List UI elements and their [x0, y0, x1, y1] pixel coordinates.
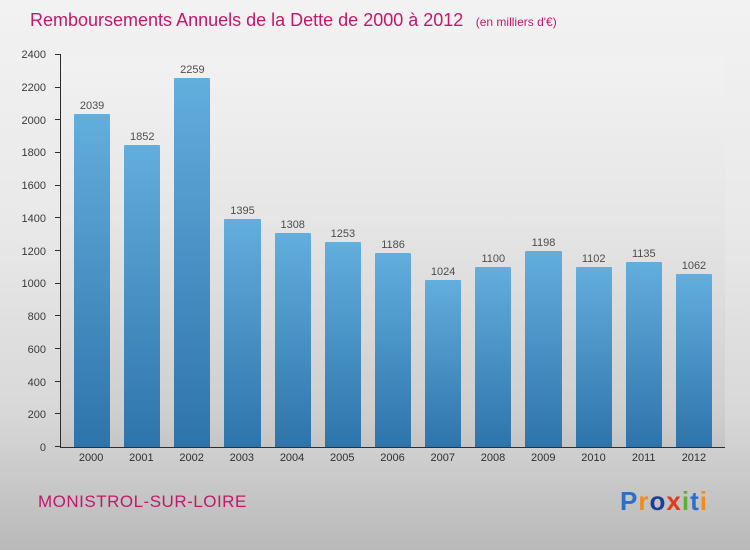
chart-header: Remboursements Annuels de la Dette de 20…	[30, 10, 557, 31]
y-tick-mark	[55, 380, 61, 382]
bar	[425, 279, 462, 447]
logo-letter: x	[666, 486, 682, 516]
bars: 2039 1852 2259 1395 1308 1253 1186 1024 1100 1198…	[61, 55, 725, 447]
y-tick-label: 1600	[21, 180, 46, 193]
bar-value-label: 1102	[581, 253, 606, 266]
logo-letter: P	[620, 486, 639, 516]
bar	[525, 251, 562, 447]
bar-group: 1024	[418, 55, 468, 447]
y-tick-label: 400	[27, 376, 46, 389]
bar-value-label: 1852	[129, 130, 155, 143]
y-tick-mark	[55, 315, 61, 317]
logo-letter: t	[690, 486, 700, 516]
bar	[625, 261, 662, 447]
y-tick-mark	[55, 119, 61, 121]
y-tick-mark	[55, 348, 61, 349]
bar	[675, 273, 712, 447]
y-tick-mark	[55, 250, 61, 251]
y-tick-label: 2000	[21, 114, 46, 127]
bar-value-label: 1135	[631, 247, 656, 260]
x-tick-label: 2003	[229, 452, 255, 464]
bar	[174, 78, 211, 447]
plot-area: 2039 1852 2259 1395 1308 1253 1186 1024 1100 1198…	[55, 54, 725, 448]
x-tick-label: 2007	[430, 452, 455, 464]
bar-value-label: 2039	[79, 99, 105, 112]
y-tick-label: 800	[27, 311, 46, 324]
bar-value-label: 1308	[280, 219, 305, 232]
y-tick-label: 1000	[21, 278, 46, 291]
logo-letter: r	[638, 486, 650, 516]
bar-group: 2259	[167, 55, 217, 447]
x-tick-label: 2010	[581, 452, 606, 464]
x-axis: 2000 2001 2002 2003 2004 2005 2006 2007 2008 2009…	[60, 452, 725, 468]
bar-group: 1135	[619, 55, 669, 447]
bar-value-label: 2259	[180, 64, 205, 77]
y-tick-mark	[55, 413, 61, 415]
y-tick-mark	[55, 152, 61, 153]
bar	[74, 113, 111, 447]
y-axis: 0 200 400 600 800 1000 1200 1400 1600 1800 2000 220…	[0, 49, 54, 454]
bar	[324, 242, 361, 447]
bar-group: 1198	[518, 55, 568, 447]
proxiti-logo: Proxiti	[620, 486, 708, 517]
bar	[274, 233, 311, 447]
y-tick-label: 1800	[21, 147, 46, 160]
chart-title: Remboursements Annuels de la Dette de 20…	[30, 10, 464, 30]
logo-letter: o	[649, 486, 667, 516]
bar-group: 2039	[67, 55, 117, 447]
bar-value-label: 1186	[381, 239, 405, 252]
y-tick-mark	[55, 184, 61, 186]
y-tick-label: 200	[27, 409, 46, 422]
bar-value-label: 1395	[230, 205, 255, 218]
y-tick-mark	[55, 86, 61, 88]
bar-group: 1308	[268, 55, 318, 447]
logo-letter: i	[699, 486, 708, 516]
bar-value-label: 1253	[330, 228, 356, 241]
bar-value-label: 1062	[681, 259, 707, 272]
bar	[374, 253, 412, 447]
y-tick-mark	[55, 446, 61, 447]
bar-group: 1395	[217, 55, 267, 447]
logo-letter: i	[681, 486, 691, 516]
bar	[124, 144, 161, 447]
location-label: MONISTROL-SUR-LOIRE	[38, 492, 247, 511]
x-tick-label: 2008	[480, 452, 506, 464]
bar	[575, 267, 612, 447]
bar-value-label: 1024	[430, 265, 456, 278]
x-tick-label: 2000	[78, 452, 104, 464]
chart-subtitle: (en milliers d'€)	[475, 15, 557, 29]
y-tick-label: 0	[39, 442, 46, 454]
x-tick-label: 2011	[631, 452, 656, 464]
y-tick-mark	[55, 282, 61, 284]
x-tick-label: 2001	[129, 452, 154, 464]
bar-group: 1100	[468, 55, 518, 447]
y-tick-label: 2400	[21, 49, 46, 61]
x-tick-label: 2002	[179, 452, 204, 464]
bar-group: 1102	[569, 55, 619, 447]
y-tick-label: 600	[27, 343, 46, 356]
y-tick-mark	[55, 54, 61, 55]
x-tick-label: 2005	[330, 452, 355, 464]
bar-group: 1852	[117, 55, 167, 447]
bar	[224, 219, 261, 447]
y-tick-label: 1400	[21, 212, 46, 225]
bar-value-label: 1100	[481, 253, 506, 266]
y-tick-mark	[55, 217, 61, 219]
x-tick-label: 2012	[681, 452, 707, 464]
y-tick-label: 1200	[21, 245, 46, 258]
bar	[475, 267, 512, 447]
y-tick-label: 2200	[21, 81, 46, 94]
bar-group: 1186	[368, 55, 418, 447]
bar-value-label: 1198	[531, 237, 556, 250]
bar-group: 1253	[318, 55, 368, 447]
x-tick-label: 2004	[279, 452, 305, 464]
x-tick-label: 2006	[380, 452, 405, 464]
bar-group: 1062	[669, 55, 719, 447]
x-tick-label: 2009	[530, 452, 556, 464]
